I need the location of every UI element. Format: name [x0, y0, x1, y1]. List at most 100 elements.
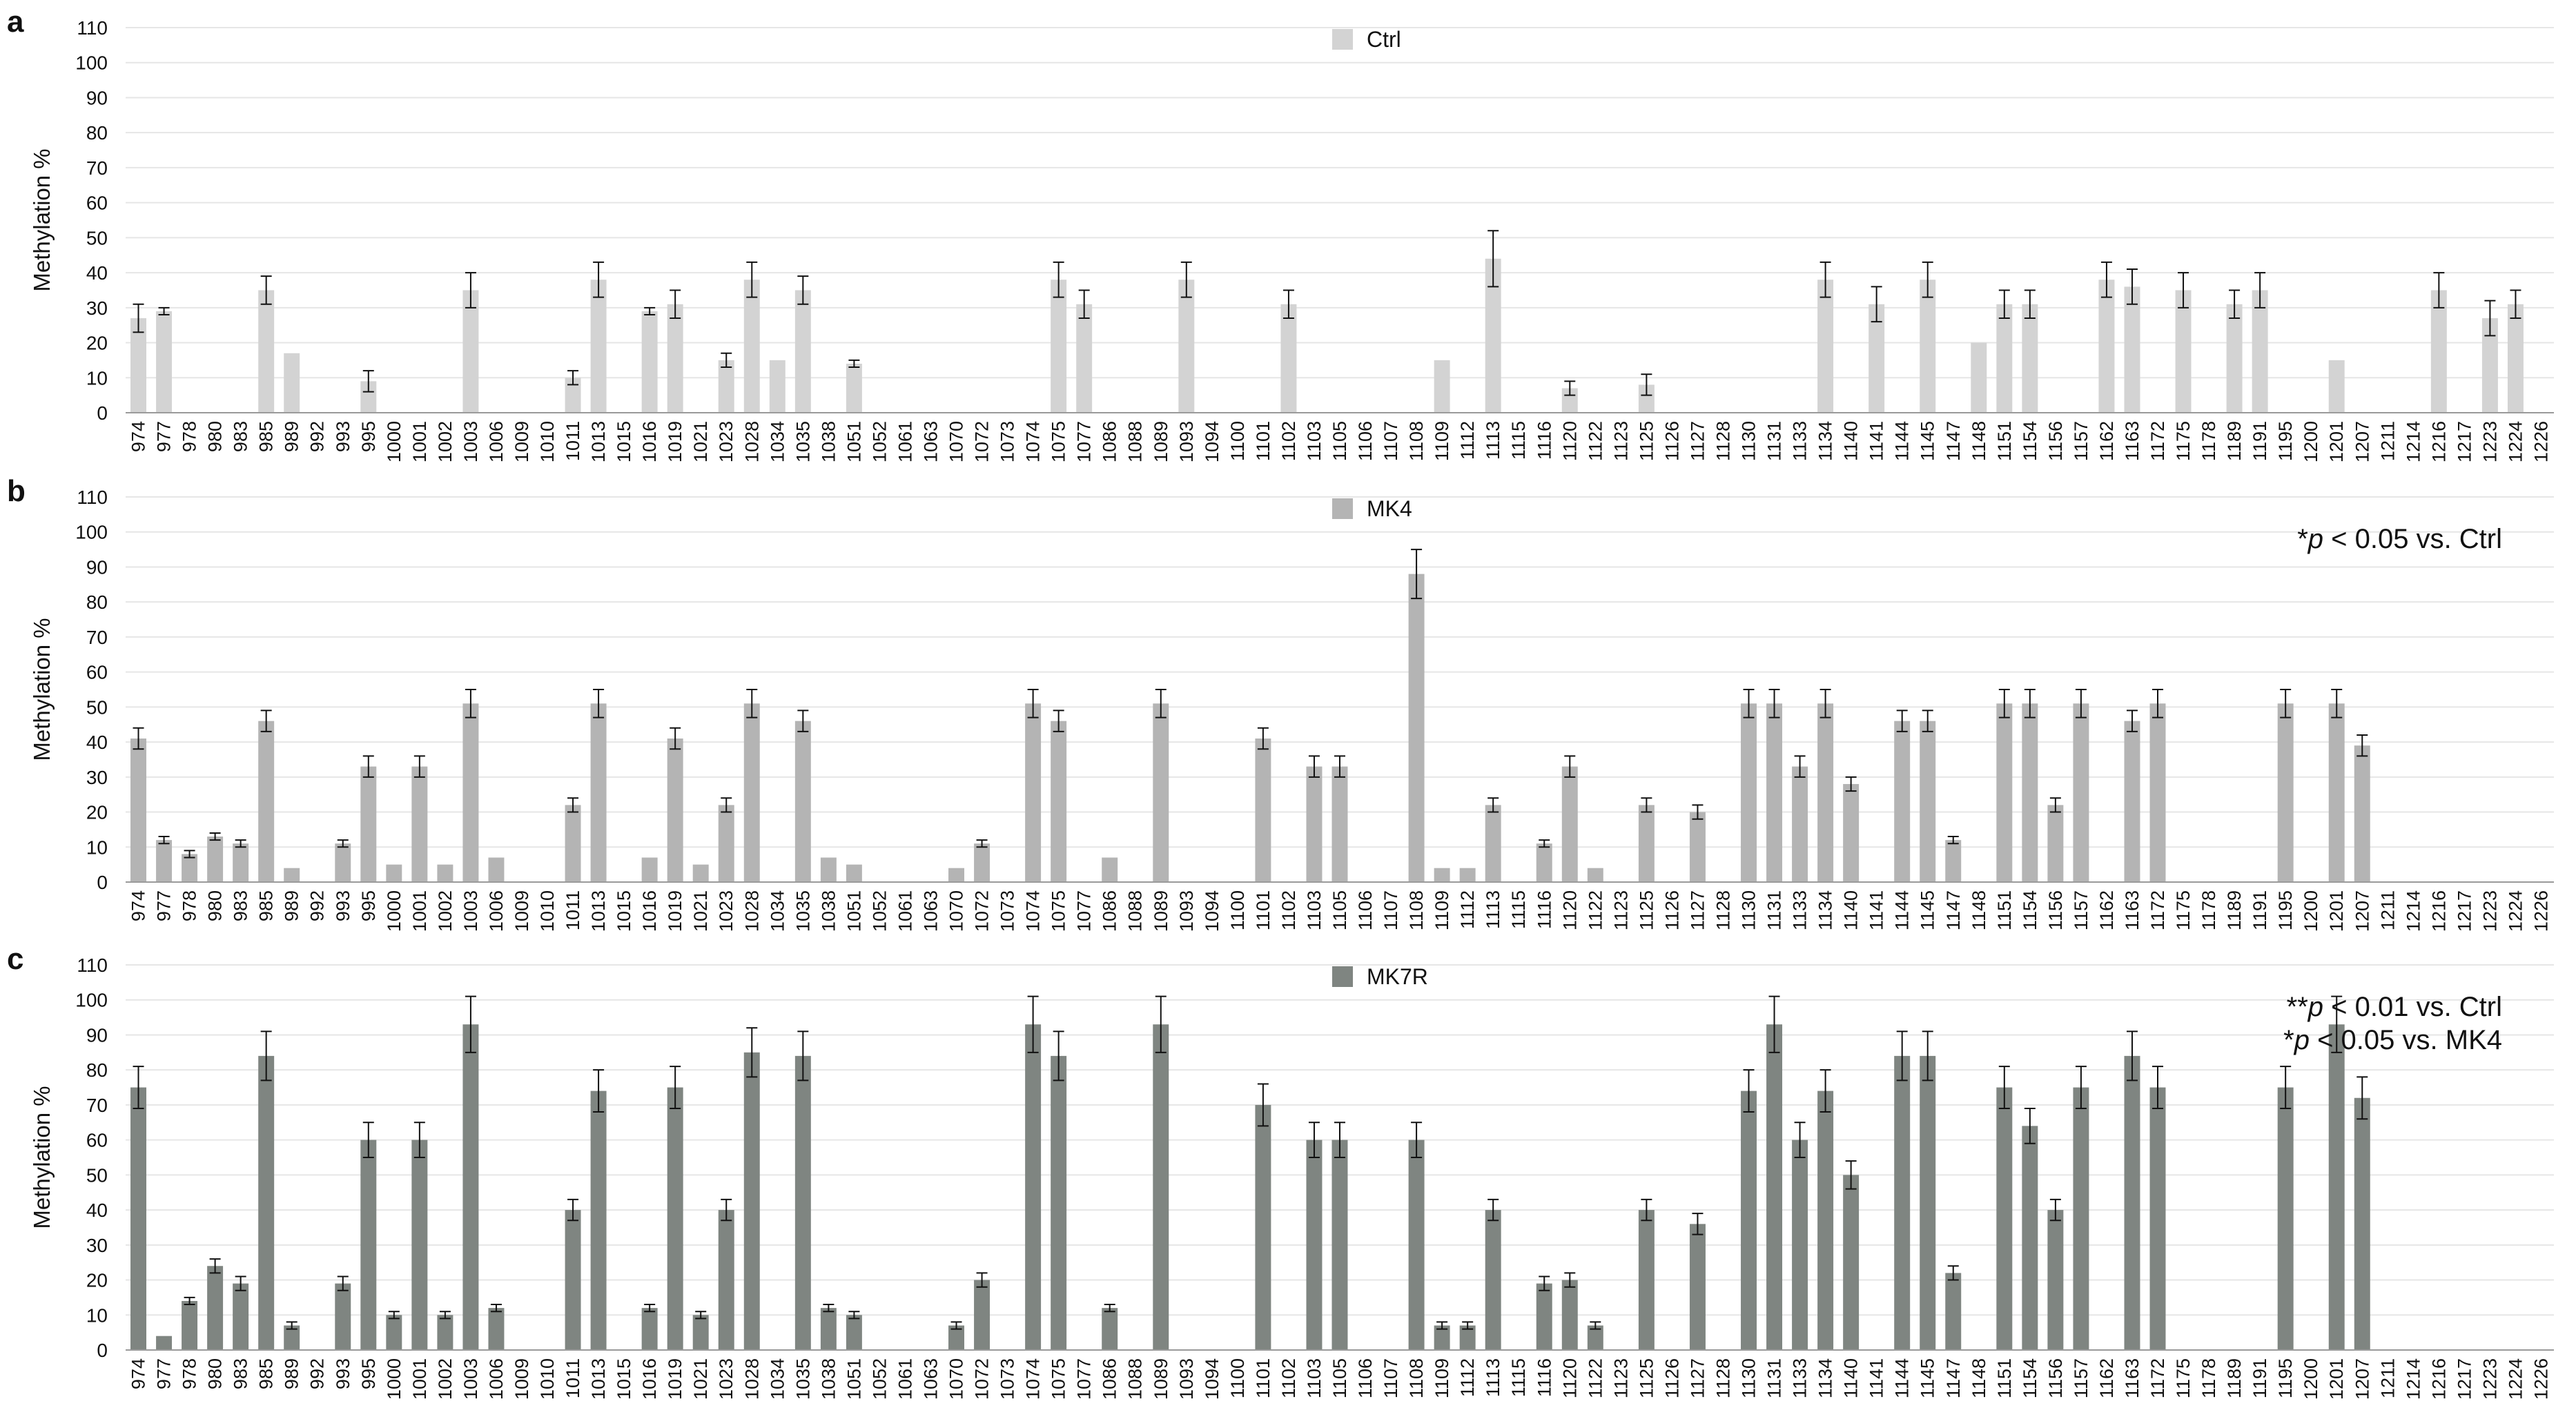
x-tick-label: 1211 — [2377, 421, 2398, 461]
bar — [1306, 766, 1323, 882]
x-tick-label: 1052 — [869, 1358, 890, 1400]
x-tick-label: 1002 — [435, 1358, 456, 1400]
bar — [2354, 745, 2370, 882]
bar — [1894, 721, 1911, 882]
bar — [182, 1300, 198, 1350]
x-tick-label: 1034 — [767, 890, 788, 932]
y-tick-label: 50 — [86, 1164, 108, 1186]
y-tick-label: 100 — [75, 52, 108, 74]
x-tick-label: 1134 — [1815, 1358, 1836, 1398]
x-tick-label: 1001 — [409, 421, 430, 462]
x-tick-label: 1125 — [1636, 890, 1657, 930]
x-tick-label: 1113 — [1483, 421, 1503, 460]
x-tick-label: 1105 — [1329, 1358, 1350, 1398]
x-tick-label: 1010 — [537, 421, 558, 462]
x-tick-label: 1108 — [1406, 1358, 1427, 1398]
bar — [1920, 1055, 1936, 1350]
significance-note: *p < 0.05 vs. Ctrl — [2297, 524, 2502, 554]
x-tick-label: 1120 — [1559, 890, 1580, 930]
legend-swatch — [1332, 29, 1353, 50]
bar — [207, 837, 224, 882]
x-tick-label: 995 — [358, 1358, 379, 1389]
legend-label: MK7R — [1367, 964, 1428, 989]
x-tick-label: 1006 — [486, 890, 507, 932]
x-tick-label: 1122 — [1585, 421, 1606, 461]
x-tick-label: 1103 — [1304, 890, 1325, 930]
bar — [2124, 1055, 2140, 1350]
x-tick-label: 1144 — [1892, 890, 1913, 930]
bar — [1459, 1325, 1476, 1350]
x-tick-label: 1128 — [1713, 421, 1733, 461]
x-tick-label: 1035 — [792, 421, 813, 462]
x-tick-label: 1103 — [1304, 421, 1325, 461]
x-tick-label: 1001 — [409, 1358, 430, 1400]
x-tick-label: 1200 — [2301, 1358, 2321, 1400]
bar — [1920, 721, 1936, 882]
bar — [1945, 840, 1962, 882]
legend: MK4 — [1332, 496, 1412, 521]
x-tick-label: 1123 — [1610, 421, 1631, 461]
bar — [360, 766, 377, 882]
x-tick-label: 1000 — [384, 421, 404, 462]
x-tick-label: 1224 — [2505, 1358, 2526, 1400]
bar — [1536, 843, 1552, 882]
x-tick-label: 1162 — [2096, 421, 2117, 461]
bar — [2098, 280, 2115, 413]
x-tick-label: 1133 — [1790, 890, 1811, 930]
bar — [590, 280, 607, 413]
x-tick-label: 1061 — [895, 421, 915, 462]
bar — [820, 1308, 837, 1350]
x-tick-label: 1006 — [486, 1358, 507, 1400]
x-tick-label: 1034 — [767, 1358, 788, 1400]
x-tick-label: 1189 — [2224, 421, 2245, 461]
x-tick-label: 1093 — [1176, 890, 1197, 932]
bar — [1076, 304, 1093, 413]
bar — [360, 381, 377, 413]
x-tick-label: 1103 — [1304, 1358, 1325, 1398]
bar — [846, 1315, 862, 1350]
x-tick-label: 1101 — [1253, 890, 1274, 930]
bar — [794, 290, 811, 413]
x-tick-label: 1163 — [2122, 1358, 2143, 1398]
x-tick-label: 1101 — [1253, 1358, 1274, 1398]
y-tick-label: 0 — [97, 1340, 108, 1361]
bar — [130, 739, 146, 882]
x-tick-label: 995 — [358, 421, 379, 452]
x-tick-label: 992 — [307, 421, 328, 452]
x-tick-label: 1148 — [1969, 890, 1989, 930]
x-tick-label: 1013 — [588, 421, 609, 462]
bar — [1255, 1104, 1271, 1350]
x-tick-label: 1163 — [2122, 890, 2143, 930]
x-tick-label: 1226 — [2530, 890, 2551, 932]
bar — [360, 1140, 377, 1350]
x-tick-label: 1003 — [460, 890, 481, 932]
x-tick-label: 1063 — [920, 1358, 941, 1400]
bar — [1255, 739, 1271, 882]
bar — [2022, 304, 2038, 413]
x-tick-label: 1028 — [741, 421, 762, 462]
bar — [743, 280, 760, 413]
bar — [462, 703, 479, 882]
x-tick-label: 989 — [282, 421, 302, 452]
y-tick-label: 100 — [75, 522, 108, 543]
bar — [1996, 703, 2013, 882]
panel-c: 0 10 20 30 40 50 60 70 80 90 100 110 Methylation % c 9… — [7, 942, 2554, 1400]
x-tick-label: 1216 — [2428, 890, 2449, 932]
x-tick-label: 1086 — [1100, 421, 1120, 462]
x-tick-label: 985 — [256, 890, 277, 921]
x-tick-label: 1201 — [2326, 421, 2347, 462]
y-tick-label: 40 — [86, 732, 108, 753]
bar — [2022, 1126, 2038, 1350]
bar — [2124, 721, 2140, 882]
bar — [1434, 868, 1450, 882]
bar — [667, 739, 683, 882]
x-tick-label: 1035 — [792, 1358, 813, 1400]
significance-note: **p < 0.01 vs. Ctrl — [2287, 992, 2502, 1022]
x-tick-label: 1094 — [1202, 1358, 1222, 1400]
bar — [437, 1315, 453, 1350]
x-tick-label: 1154 — [2020, 1358, 2040, 1398]
x-tick-label: 1141 — [1866, 1358, 1887, 1398]
bar — [1561, 388, 1578, 413]
x-tick-label: 1075 — [1048, 421, 1069, 462]
